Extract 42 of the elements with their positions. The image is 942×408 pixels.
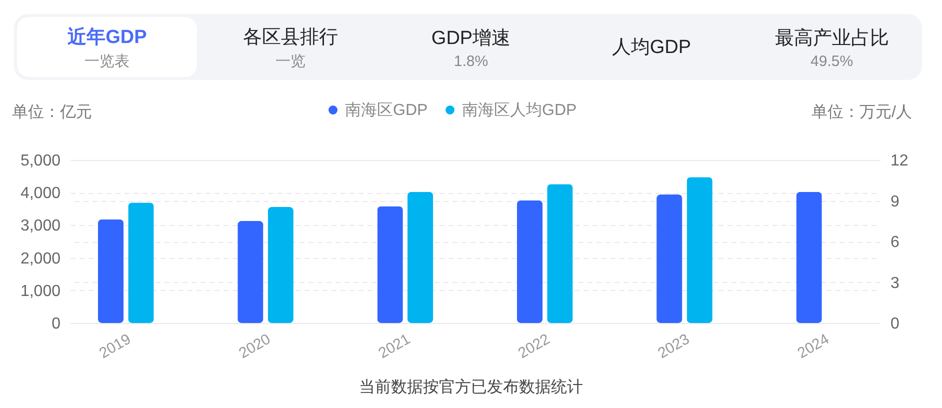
y-axis-title: 单位：亿元 bbox=[12, 103, 92, 123]
bar bbox=[98, 219, 124, 323]
x-tick-label: 2024 bbox=[794, 330, 832, 362]
bar bbox=[128, 202, 154, 323]
y2-tick-label: 0 bbox=[890, 316, 900, 332]
legend-label: 南海区人均GDP bbox=[462, 101, 577, 119]
y-tick-label: 0 bbox=[52, 316, 61, 332]
bar bbox=[516, 200, 543, 323]
x-tick-label: 2022 bbox=[515, 330, 553, 362]
y2-tick-label: 3 bbox=[890, 274, 900, 292]
bar bbox=[547, 184, 573, 323]
x-tick-label: 2019 bbox=[96, 330, 134, 362]
bar bbox=[686, 177, 712, 323]
text: 49.5% bbox=[810, 52, 854, 70]
bar bbox=[238, 220, 264, 323]
y2-axis-title: 单位：万元/人 bbox=[812, 103, 912, 123]
x-tick-label: 2020 bbox=[236, 330, 274, 362]
bar bbox=[796, 192, 822, 323]
y2-tick-label: 9 bbox=[890, 193, 900, 210]
x-tick-label: 2023 bbox=[655, 330, 692, 362]
y-tick-label: 4,000 bbox=[20, 185, 61, 202]
text: 当前数据按官方已发布数据统计 bbox=[358, 378, 584, 398]
bar bbox=[377, 206, 403, 323]
legend-label: 南海区GDP bbox=[345, 101, 428, 119]
y-tick-label: 2,000 bbox=[20, 250, 61, 268]
text: 最高产业占比 bbox=[774, 26, 889, 50]
bar bbox=[656, 194, 682, 323]
text: 一览表 bbox=[84, 52, 130, 70]
bar bbox=[407, 192, 434, 323]
y-tick-label: 5,000 bbox=[20, 152, 61, 170]
x-tick-label: 2021 bbox=[376, 330, 414, 362]
text: 人均GDP bbox=[612, 36, 692, 60]
text: 近年GDP bbox=[68, 26, 147, 50]
y-tick-label: 1,000 bbox=[20, 282, 61, 300]
bar bbox=[268, 207, 294, 323]
y2-tick-label: 12 bbox=[890, 152, 908, 170]
text: GDP增速 bbox=[431, 26, 511, 50]
y-tick-label: 3,000 bbox=[20, 218, 61, 235]
text: 1.8% bbox=[454, 52, 488, 70]
text: 一览 bbox=[276, 52, 306, 70]
text: 各区县排行 bbox=[243, 26, 338, 50]
y2-tick-label: 6 bbox=[890, 234, 900, 251]
